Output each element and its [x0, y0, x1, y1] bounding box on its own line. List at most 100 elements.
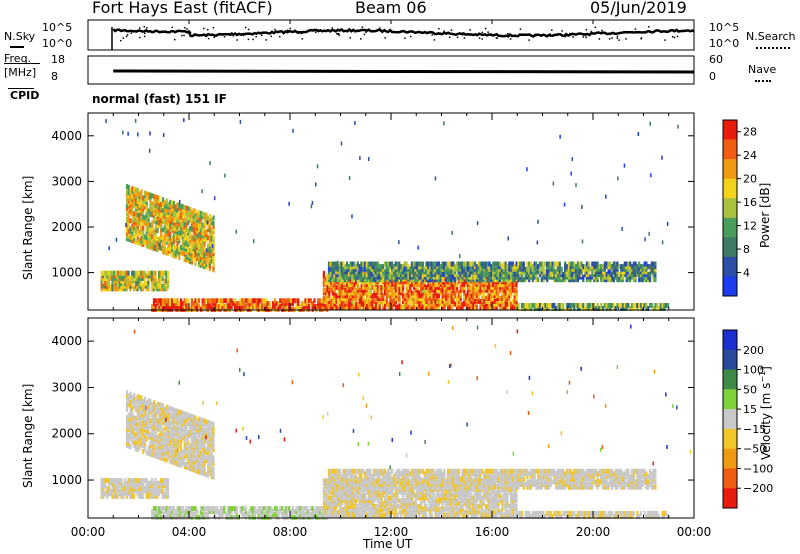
echo-cell	[169, 406, 172, 412]
echo-cell	[398, 296, 401, 302]
echo-cell	[239, 301, 242, 307]
echo-cell	[273, 298, 276, 304]
echo-cell	[560, 277, 563, 283]
echo-cell	[154, 281, 157, 287]
echo-cell	[196, 223, 199, 229]
echo-cell	[104, 478, 107, 484]
echo-cell	[373, 287, 376, 293]
echo-cell	[147, 286, 150, 292]
echo-cell	[356, 274, 359, 280]
echo-cell	[187, 304, 190, 309]
ytick-label: 4000	[51, 129, 82, 143]
echo-cell	[194, 230, 197, 236]
echo-cell	[419, 269, 423, 275]
echo-cell	[172, 301, 175, 307]
echo-cell	[268, 304, 271, 309]
echo-cell	[176, 453, 179, 459]
echo-cell	[190, 466, 193, 472]
echo-cell	[174, 229, 177, 235]
echo-cell	[183, 447, 186, 453]
echo-cell	[378, 293, 381, 299]
echo-cell	[252, 298, 255, 304]
echo-cell	[140, 224, 143, 230]
echo-cell	[481, 274, 484, 280]
echo-cell	[575, 303, 578, 308]
echo-cell	[185, 417, 188, 423]
echo-cell	[147, 434, 150, 440]
echo-cell	[335, 264, 338, 270]
echo-cell	[493, 301, 496, 307]
echo-cell	[178, 417, 181, 423]
echo-cell	[151, 424, 154, 430]
echo-cell	[517, 264, 520, 270]
echo-cell	[116, 478, 119, 484]
echo-cell	[394, 293, 397, 299]
echo-cell	[190, 425, 193, 431]
echo-cell	[348, 296, 351, 302]
echo-cell	[129, 234, 132, 240]
noise-search-point	[616, 37, 619, 39]
echo-cell	[207, 301, 210, 307]
echo-cell	[123, 478, 127, 484]
echo-cell	[190, 256, 193, 262]
echo-cell	[428, 269, 432, 275]
echo-cell	[194, 306, 197, 312]
echo-cell	[172, 443, 175, 449]
echo-cell	[102, 480, 105, 486]
echo-cell	[589, 303, 592, 308]
echo-cell	[145, 403, 148, 409]
echo-cell	[158, 206, 161, 212]
echo-cell	[427, 266, 430, 272]
echo-cell	[174, 234, 177, 240]
echo-cell	[556, 274, 560, 280]
echo-cell	[147, 491, 150, 497]
echo-cell	[488, 266, 491, 272]
echo-cell	[328, 293, 331, 299]
echo-cell	[584, 269, 587, 275]
echo-cell	[558, 269, 561, 275]
echo-cell	[434, 261, 437, 267]
echo-cell	[510, 304, 513, 310]
echo-cell	[120, 281, 123, 287]
echo-cell	[210, 435, 213, 441]
echo-cell	[385, 266, 388, 272]
echo-cell	[336, 277, 340, 283]
echo-cell	[430, 261, 433, 267]
echo-cell	[382, 301, 385, 307]
echo-cell	[199, 254, 202, 260]
echo-cell	[102, 286, 105, 292]
echo-cell	[203, 231, 206, 237]
echo-cell	[457, 261, 460, 267]
echo-cell	[648, 269, 652, 275]
echo-cell	[210, 471, 213, 477]
echo-cell	[183, 215, 186, 221]
echo-cell	[147, 483, 150, 489]
echo-cell	[118, 275, 121, 281]
echo-cell	[531, 266, 534, 272]
echo-cell	[180, 220, 183, 226]
echo-cell	[448, 298, 451, 304]
echo-cell	[598, 306, 601, 311]
echo-cell	[152, 433, 156, 439]
echo-cell	[369, 287, 372, 293]
echo-cell	[306, 298, 309, 304]
echo-cell	[212, 261, 215, 267]
echo-cell	[481, 269, 484, 275]
echo-cell	[127, 201, 130, 207]
echo-cell	[104, 491, 107, 497]
echo-cell	[176, 511, 179, 517]
echo-cell	[369, 272, 372, 277]
echo-cell	[335, 272, 338, 277]
echo-cell	[342, 261, 345, 267]
echo-cell	[380, 290, 383, 296]
echo-cell	[190, 419, 193, 425]
echo-cell	[515, 290, 518, 296]
echo-cell	[375, 301, 378, 307]
echo-cell	[515, 287, 518, 293]
echo-cell	[129, 394, 132, 400]
echo-cell	[589, 274, 592, 280]
echo-cell	[154, 273, 157, 279]
echo-cell	[288, 298, 291, 304]
echo-cell	[264, 306, 267, 312]
